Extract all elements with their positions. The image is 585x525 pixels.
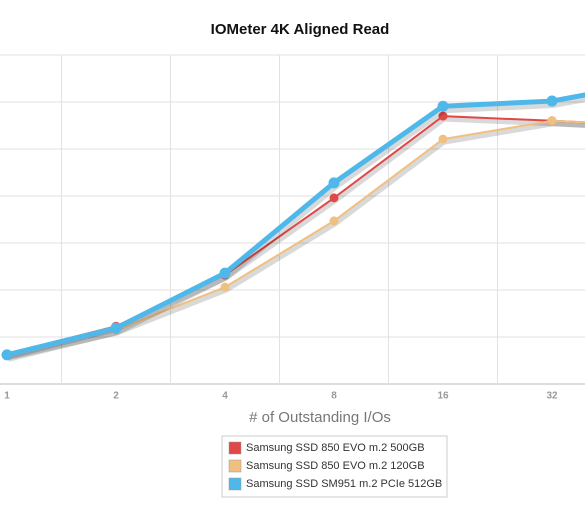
x-tick-label: 2 [113, 391, 119, 402]
x-tick-label: 16 [437, 391, 449, 402]
legend-label: Samsung SSD SM951 m.2 PCIe 512GB [246, 478, 442, 490]
point [438, 111, 448, 121]
point [219, 267, 231, 279]
line-shadow [7, 121, 585, 361]
point [110, 322, 122, 334]
x-axis-label: # of Outstanding I/Os [249, 409, 391, 426]
legend [221, 435, 448, 498]
legend-label: Samsung SSD 850 EVO m.2 120GB [246, 460, 425, 472]
point [1, 349, 13, 361]
plot-area [0, 54, 585, 385]
series-line [6, 115, 585, 355]
point [547, 116, 557, 126]
point [328, 177, 340, 189]
chart-title: IOMeter 4K Aligned Read [211, 21, 390, 38]
x-tick-label: 32 [546, 391, 558, 402]
point [329, 193, 339, 203]
x-tick-label: 1 [4, 391, 10, 402]
point [546, 95, 558, 107]
line-shadow [7, 94, 585, 362]
point [437, 100, 449, 112]
x-tick-label: 4 [222, 391, 228, 402]
x-tick-label: 8 [331, 391, 337, 402]
legend-swatch [228, 441, 242, 455]
point [329, 216, 339, 226]
point [220, 282, 230, 292]
series-line [6, 119, 585, 356]
line-shadow [7, 116, 585, 360]
legend-label: Samsung SSD 850 EVO m.2 500GB [246, 442, 425, 454]
legend-swatch [228, 477, 242, 491]
legend-swatch [228, 459, 242, 473]
point [438, 134, 448, 144]
